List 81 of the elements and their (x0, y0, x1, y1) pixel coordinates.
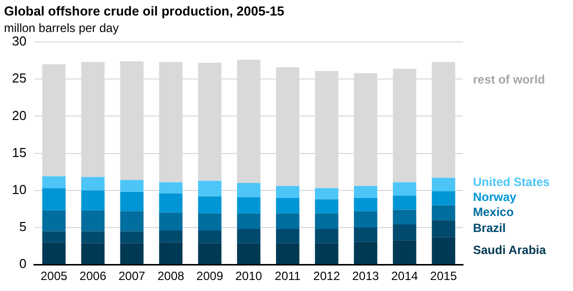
bar (237, 243, 260, 264)
bar (354, 198, 378, 212)
bar (392, 182, 416, 196)
bar (120, 180, 144, 192)
bar (42, 231, 66, 242)
chart-title: Global offshore crude oil production, 2005-15 (4, 3, 284, 18)
bar (237, 213, 260, 229)
bar (81, 210, 105, 232)
bar (237, 182, 260, 198)
x-tick-label: 2012 (313, 269, 340, 284)
bar (159, 212, 182, 230)
bar (42, 242, 66, 264)
bar (81, 177, 105, 190)
bar (432, 237, 456, 264)
x-tick-label: 2011 (274, 269, 301, 284)
bar (198, 213, 222, 230)
series-label: Saudi Arabia (473, 242, 546, 257)
bar (198, 180, 222, 196)
bar (159, 182, 182, 194)
series-label: rest of world (473, 72, 546, 86)
bar (81, 243, 105, 264)
chart-subtitle: millon barrels per day (4, 21, 119, 36)
bar (276, 213, 300, 229)
x-tick-label: 2013 (352, 269, 380, 284)
series-label: United States (473, 174, 550, 189)
bar (392, 240, 416, 264)
bar (314, 199, 338, 214)
bar (432, 178, 456, 192)
y-tick-label: 10 (12, 182, 26, 197)
series-label: Brazil (473, 220, 506, 235)
bar (354, 186, 378, 198)
y-tick-label: 20 (12, 108, 26, 123)
y-tick-label: 15 (12, 144, 26, 160)
bar (276, 228, 300, 244)
bar (314, 228, 338, 244)
series-label: Mexico (473, 204, 514, 219)
bar (432, 191, 456, 206)
bar (276, 186, 300, 198)
x-tick-label: 2007 (118, 269, 146, 284)
bar (159, 193, 182, 213)
y-tick-label: 25 (12, 70, 26, 86)
y-tick-label: 30 (12, 34, 26, 49)
bar (42, 176, 66, 188)
bar (392, 224, 416, 240)
bar (432, 205, 456, 220)
bar (354, 211, 378, 228)
y-tick-label: 0 (19, 256, 26, 272)
bar (120, 211, 144, 232)
bar (120, 192, 144, 212)
x-tick-label: 2014 (391, 269, 418, 284)
bar (237, 228, 260, 244)
bar (276, 243, 300, 264)
bar (159, 242, 182, 264)
bar (354, 242, 378, 264)
x-tick-label: 2005 (40, 269, 68, 284)
series-label: Norway (473, 190, 517, 204)
bar (198, 243, 222, 264)
y-tick-label: 5 (19, 219, 26, 234)
bar (392, 210, 416, 225)
bar (432, 220, 456, 238)
bar (81, 231, 105, 244)
bar (276, 198, 300, 214)
bar (314, 188, 338, 200)
x-tick-label: 2010 (235, 269, 262, 284)
bar (314, 213, 338, 229)
x-tick-label: 2015 (430, 269, 458, 284)
x-tick-label: 2006 (80, 269, 107, 284)
bar (120, 243, 144, 264)
bar (120, 231, 144, 244)
bar (81, 190, 105, 210)
bar (198, 230, 222, 244)
x-tick-label: 2009 (196, 269, 224, 284)
bar (198, 196, 222, 214)
bar (42, 188, 66, 210)
bar (314, 243, 338, 264)
bar (392, 196, 416, 210)
bar (159, 230, 182, 242)
bar (42, 210, 66, 232)
bar (237, 197, 260, 214)
bar (354, 228, 378, 242)
x-tick-label: 2008 (157, 269, 184, 284)
